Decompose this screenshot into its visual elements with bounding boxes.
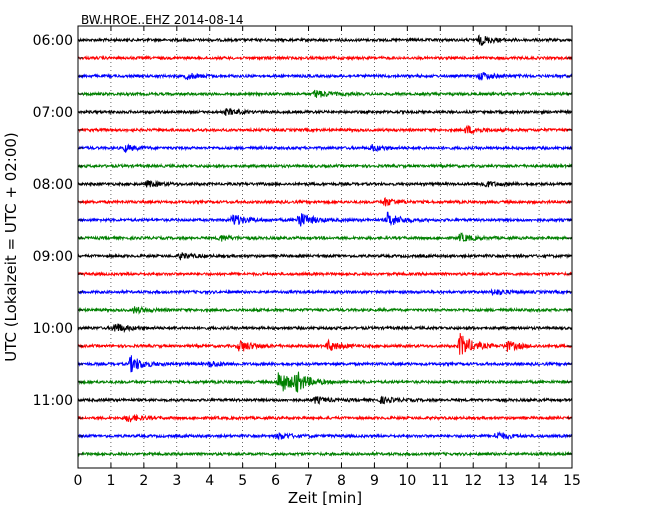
y-tick-label: 10:00	[33, 321, 73, 337]
plot-frame	[77, 25, 573, 469]
x-tick-label: 10	[398, 473, 416, 489]
seismic-trace	[77, 355, 573, 373]
plot-background	[78, 26, 572, 468]
x-tick-label: 15	[563, 473, 581, 489]
seismic-trace	[77, 71, 573, 81]
x-tick-label: 1	[106, 473, 115, 489]
tick-layer: 0 1 2 3 4 5 6 7 8 9 10 11 12 13 14 1506:0007:0008:0009:…	[33, 26, 581, 489]
seismic-trace	[77, 450, 573, 458]
x-tick-label: 12	[464, 473, 482, 489]
x-tick-label: 4	[205, 473, 214, 489]
y-tick-label: 06:00	[33, 33, 73, 49]
x-tick-label: 14	[530, 473, 548, 489]
y-tick-label: 11:00	[33, 393, 73, 409]
seismic-trace	[77, 143, 573, 154]
seismic-trace	[77, 305, 573, 315]
trace-layer	[77, 34, 573, 458]
seismic-trace	[77, 430, 573, 441]
seismic-trace	[77, 288, 573, 296]
seismic-trace	[77, 124, 573, 135]
seismic-trace	[77, 211, 573, 227]
x-tick-label: 5	[238, 473, 247, 489]
seismic-trace	[77, 323, 573, 334]
y-tick-label: 09:00	[33, 249, 73, 265]
y-axis-label: UTC (Lokalzeit = UTC + 02:00)	[2, 132, 20, 362]
x-tick-label: 3	[172, 473, 181, 489]
seismic-trace	[77, 197, 573, 207]
y-tick-label: 07:00	[33, 105, 73, 121]
seismic-trace	[77, 270, 573, 278]
seismic-trace	[77, 162, 573, 170]
x-tick-label: 9	[370, 473, 379, 489]
seismic-trace	[77, 107, 573, 116]
x-tick-label: 7	[304, 473, 313, 489]
seismic-trace	[77, 395, 573, 406]
seismic-trace	[77, 232, 573, 243]
y-tick-label: 08:00	[33, 177, 73, 193]
seismic-trace	[77, 252, 573, 261]
seismic-trace	[77, 89, 573, 98]
seismic-trace	[77, 179, 573, 188]
x-tick-label: 2	[139, 473, 148, 489]
seismic-trace	[77, 54, 573, 62]
x-tick-label: 13	[497, 473, 515, 489]
seismic-trace	[77, 413, 573, 423]
seismic-trace	[77, 34, 573, 46]
grid-layer	[110, 26, 540, 468]
seismic-trace	[77, 333, 573, 355]
x-tick-label: 8	[337, 473, 346, 489]
chart-title: BW.HROE..EHZ 2014-08-14	[81, 13, 244, 27]
x-tick-label: 6	[271, 473, 280, 489]
x-axis-label: Zeit [min]	[288, 489, 362, 507]
x-tick-label: 11	[431, 473, 449, 489]
x-tick-label: 0	[74, 473, 83, 489]
seismic-trace	[77, 371, 573, 393]
